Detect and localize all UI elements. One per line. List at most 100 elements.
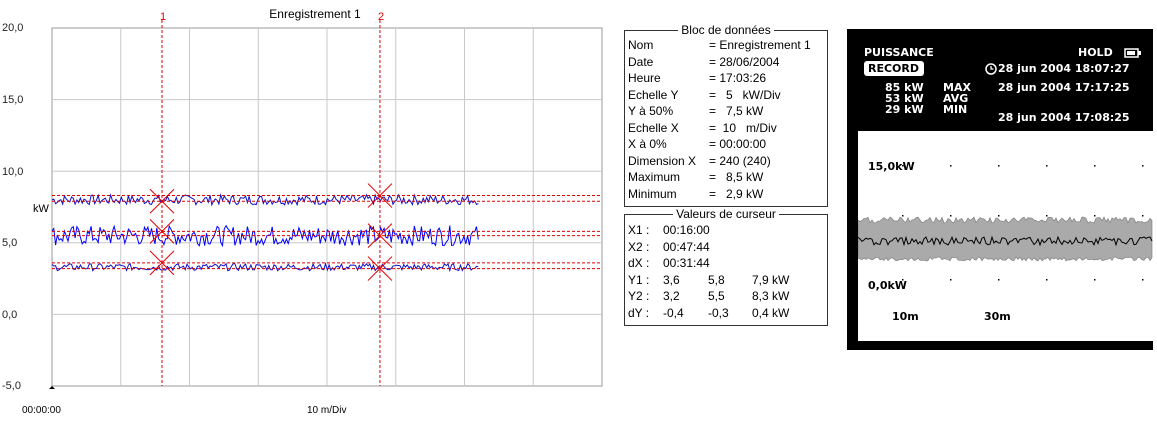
data-row-key: Maximum	[628, 170, 681, 184]
mode-title: PUISSANCE	[864, 46, 934, 59]
device-x-label: 30m	[984, 310, 1011, 323]
cursor-marker-icon	[149, 188, 175, 214]
cursor-value: 5,8	[708, 272, 725, 287]
data-row-key: Date	[628, 54, 654, 69]
device-grid-dot	[998, 279, 1000, 281]
y-tick-label: 0,0	[2, 309, 18, 321]
cursor-value: 8,3 kW	[752, 289, 790, 303]
max-datetime: 28 jun 2004 17:17:25	[998, 81, 1130, 94]
device-y-top-label: 15,0kW	[868, 160, 915, 173]
record-badge[interactable]: RECORD	[864, 61, 924, 76]
cursor-value: 7,9 kW	[752, 272, 790, 287]
cursor-1-label[interactable]: 1	[160, 11, 167, 23]
cursor-marker-icon	[149, 250, 175, 276]
data-row-value: = 28/06/2004	[709, 54, 780, 69]
device-grid-dot	[1094, 215, 1096, 217]
data-row-value: = 00:00:00	[709, 137, 767, 151]
data-block: Bloc de données Nom = Enregistrement 1 Dat…	[624, 23, 828, 207]
device-grid-dot	[902, 165, 904, 167]
cursor-value: 5,5	[708, 289, 725, 303]
device-grid-dot	[1142, 215, 1144, 217]
y-tick-label: -5,0	[2, 380, 21, 392]
data-row-value: = Enregistrement 1	[709, 38, 811, 52]
device-grid-dot	[902, 279, 904, 281]
record-datetime: 28 jun 2004 18:07:27	[998, 62, 1130, 75]
device-avg-line	[857, 235, 1153, 247]
cursor-value: -0,4	[663, 305, 684, 320]
chart-title: Enregistrement 1	[269, 7, 361, 21]
device-screen: PUISSANCE HOLD RECORD 28 jun 2004 18:07:…	[847, 29, 1153, 350]
device-grid-dot	[1046, 165, 1048, 167]
cursor-marker-icon	[367, 183, 393, 208]
device-grid-dot	[902, 215, 904, 217]
device-grid-dot	[1142, 165, 1144, 167]
y-tick-label: 10,0	[2, 166, 24, 178]
x-scale-label: 10 m/Div	[307, 405, 347, 416]
data-row-key: Echelle Y	[628, 87, 679, 102]
data-block-legend: Bloc de données	[678, 23, 774, 37]
device-grid-dot	[950, 165, 952, 167]
device-plot-top-border	[858, 129, 1153, 131]
min-datetime: 28 jun 2004 17:08:25	[998, 111, 1130, 124]
avg-value: 53 kW	[885, 92, 924, 105]
recording-chart	[49, 20, 603, 389]
data-row-key: Dimension X	[628, 153, 697, 168]
hold-indicator[interactable]: HOLD	[1078, 46, 1113, 59]
device-grid-dot	[1094, 279, 1096, 281]
min-value: 29 kW	[885, 103, 924, 116]
y-tick-label: 15,0	[2, 94, 24, 106]
data-row-value: = 8,5 kW	[709, 170, 764, 184]
cursor-value: 00:47:44	[663, 239, 710, 254]
cursor-value: -0,3	[708, 305, 729, 320]
data-row-value: = 2,9 kW	[709, 186, 764, 201]
max-label: MAX	[943, 81, 971, 94]
y-axis-label: kW	[33, 203, 49, 215]
device-grid-dot	[1046, 279, 1048, 281]
series-line	[51, 224, 479, 248]
cursor-row-key: X2 :	[628, 239, 650, 254]
data-row-value: = 10 m/Div	[709, 120, 777, 135]
data-row-key: Heure	[628, 71, 661, 85]
y-tick-label: 20,0	[2, 22, 24, 34]
data-row-key: Minimum	[628, 186, 677, 201]
data-row-value: = 17:03:26	[709, 71, 767, 85]
cursor-value: 00:31:44	[663, 256, 710, 270]
clock-icon	[985, 63, 997, 75]
cursor-row-key: dX :	[628, 256, 650, 270]
data-row-key: Echelle X	[628, 120, 679, 135]
cursor-row-key: Y2 :	[628, 289, 650, 303]
device-grid-dot	[1094, 165, 1096, 167]
data-row-key: Y à 50%	[628, 104, 674, 118]
cursor-value: 3,6	[663, 272, 680, 287]
device-y-bottom-label: 0,0kW	[868, 279, 907, 292]
data-row-value: = 5 kW/Div	[709, 87, 781, 102]
series-line	[51, 262, 479, 273]
data-row-key: X à 0%	[628, 137, 667, 151]
cursor-marker-icon	[367, 256, 393, 281]
device-grid-dot	[1046, 215, 1048, 217]
cursor-row-key: dY :	[628, 305, 650, 320]
cursor-value: 3,2	[663, 289, 680, 303]
record-label: RECORD	[868, 62, 920, 75]
device-plot	[857, 129, 1153, 341]
max-value: 85 kW	[885, 81, 924, 94]
battery-icon	[1124, 48, 1141, 58]
device-x-label: 10m	[892, 310, 919, 323]
cursor-marker-icon	[367, 223, 393, 248]
device-grid-dot	[950, 279, 952, 281]
cursor-row-key: X1 :	[628, 223, 650, 237]
cursor-marker-icon	[149, 218, 175, 244]
device-grid-dot	[950, 215, 952, 217]
device-grid-dot	[998, 215, 1000, 217]
cursor-block-legend: Valeurs de curseur	[673, 207, 779, 221]
data-row-key: Nom	[628, 38, 654, 52]
x-start-label: 00:00:00	[22, 405, 61, 416]
cursor-row-key: Y1 :	[628, 272, 650, 287]
cursor-value: 00:16:00	[663, 223, 710, 237]
data-row-value: = 7,5 kW	[709, 104, 764, 118]
cursor-2-label[interactable]: 2	[378, 11, 385, 23]
min-label: MIN	[943, 103, 968, 116]
y-tick-label: 5,0	[2, 237, 18, 249]
device-grid-dot	[1142, 279, 1144, 281]
data-row-value: = 240 (240)	[709, 153, 771, 168]
